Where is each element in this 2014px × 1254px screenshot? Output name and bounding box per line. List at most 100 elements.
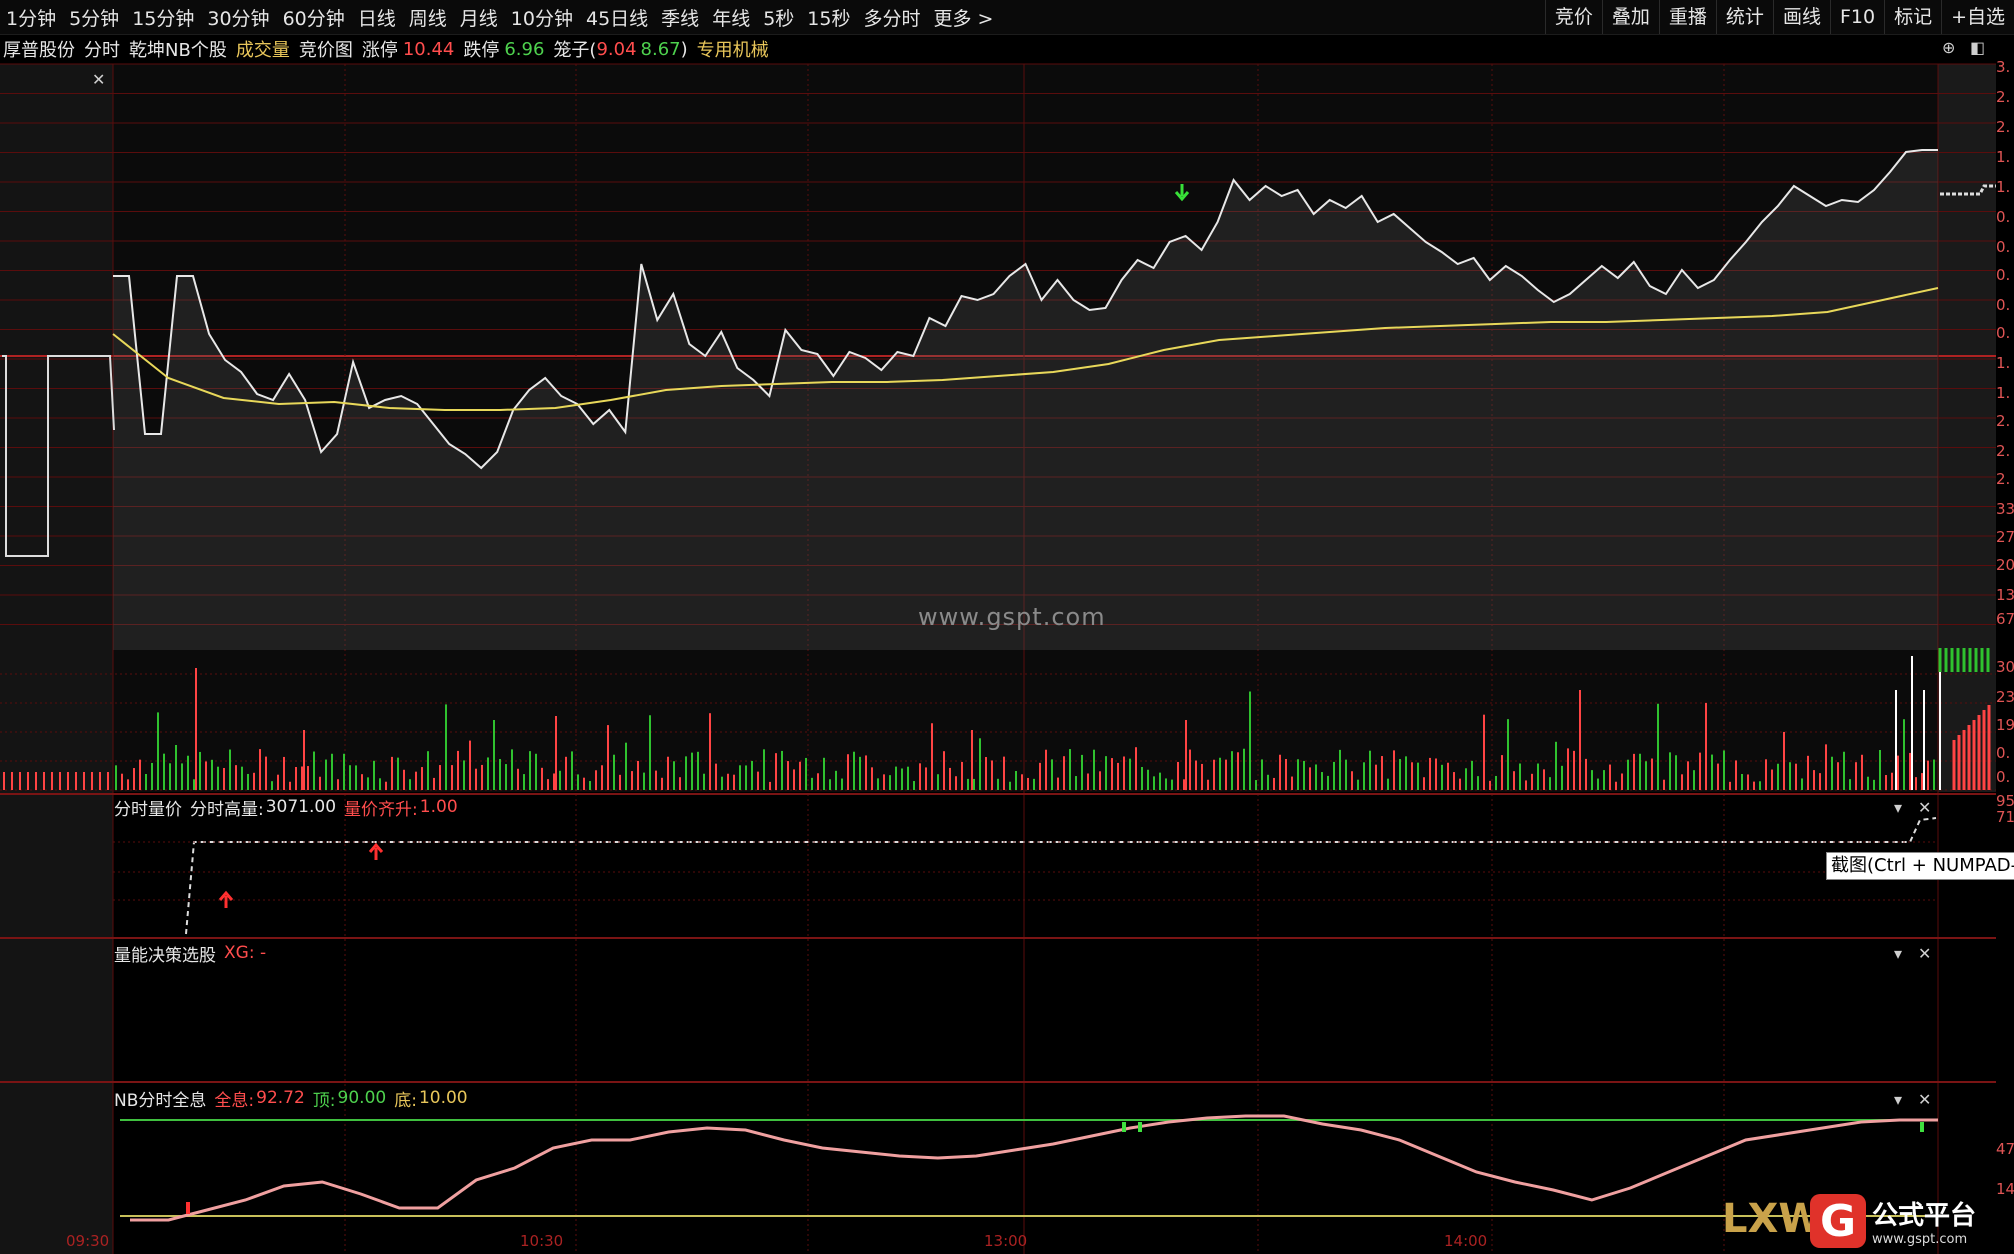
axis-tick-10: 1. bbox=[1996, 354, 2011, 372]
limit-up-label: 涨停 bbox=[361, 40, 398, 61]
axis-tick-28: 14 bbox=[1996, 1180, 2014, 1198]
cage-label: 笼子( bbox=[553, 40, 597, 61]
axis-tick-2: 2. bbox=[1996, 118, 2011, 136]
period-tab-13[interactable]: 15秒 bbox=[807, 7, 851, 30]
panel3-bottom-value: 10.00 bbox=[418, 1088, 468, 1108]
axis-tick-6: 0. bbox=[1996, 238, 2011, 256]
panel1-close-icon[interactable]: ✕ bbox=[1918, 798, 1932, 817]
volume-price-dashed-line bbox=[185, 817, 1937, 935]
cage-high: 8.67 bbox=[640, 38, 681, 60]
axis-tick-20: 30 bbox=[1996, 658, 2014, 676]
period-tab-11[interactable]: 年线 bbox=[712, 7, 751, 30]
axis-tick-21: 23 bbox=[1996, 688, 2014, 706]
panel3-full-value: 92.72 bbox=[256, 1088, 305, 1108]
period-tab-9[interactable]: 45日线 bbox=[585, 7, 649, 30]
panel2-dropdown-icon[interactable]: ▾ bbox=[1894, 944, 1903, 963]
axis-tick-23: 0. bbox=[1996, 744, 2011, 762]
axis-tick-1: 2. bbox=[1996, 88, 2011, 106]
stock-name[interactable]: 厚普股份 bbox=[3, 40, 75, 61]
gspt-logo-icon: G bbox=[1810, 1194, 1866, 1248]
axis-tick-9: 0. bbox=[1996, 324, 2011, 342]
period-tab-14[interactable]: 多分时 bbox=[863, 7, 921, 30]
tool-button-3[interactable]: 统计 bbox=[1715, 0, 1773, 34]
tool-button-4[interactable]: 画线 bbox=[1772, 0, 1830, 34]
stock-info-bar: 厚普股份 分时 乾坤NB个股 成交量 竞价图 涨停 10.44 跌停 6.96 … bbox=[0, 34, 2014, 64]
axis-tick-18: 13 bbox=[1996, 586, 2014, 604]
right-strip-bg bbox=[1938, 64, 1996, 792]
layout-icon[interactable]: ◧ bbox=[1970, 38, 1986, 57]
tab-timeshare[interactable]: 分时 bbox=[84, 40, 120, 61]
limit-down-label: 跌停 bbox=[463, 40, 500, 61]
period-tab-1[interactable]: 5分钟 bbox=[69, 7, 120, 30]
sector-name[interactable]: 专用机械 bbox=[696, 40, 769, 61]
x-time-1400: 14:00 bbox=[1444, 1232, 1488, 1250]
period-tab-6[interactable]: 周线 bbox=[408, 7, 447, 30]
up-arrow-icon bbox=[218, 890, 234, 908]
tab-volume[interactable]: 成交量 bbox=[235, 40, 290, 61]
tool-button-0[interactable]: 竞价 bbox=[1544, 0, 1602, 34]
zoom-icon[interactable]: ⊕ bbox=[1942, 38, 1956, 57]
period-tab-15[interactable]: 更多 > bbox=[933, 7, 994, 30]
period-tab-2[interactable]: 15分钟 bbox=[132, 7, 195, 30]
panel-volume-price-label: 分时量价 分时高量: 3071.00 量价齐升: 1.00 bbox=[114, 794, 466, 820]
tab-auction[interactable]: 竞价图 bbox=[298, 40, 353, 61]
price-line bbox=[113, 149, 1938, 470]
screenshot-tooltip: 截图(Ctrl + NUMPAD-) bbox=[1826, 852, 2014, 880]
axis-tick-4: 1. bbox=[1996, 178, 2011, 196]
axis-tick-26: 71 bbox=[1996, 808, 2014, 826]
axis-tick-7: 0. bbox=[1996, 266, 2011, 284]
axis-tick-19: 67 bbox=[1996, 610, 2014, 628]
period-tab-3[interactable]: 30分钟 bbox=[207, 7, 270, 30]
panel3-title: NB分时全息 bbox=[114, 1090, 207, 1111]
axis-tick-22: 19 bbox=[1996, 716, 2014, 734]
panel2-close-icon[interactable]: ✕ bbox=[1918, 944, 1932, 963]
left-strip-bg bbox=[0, 64, 113, 1254]
period-tab-0[interactable]: 1分钟 bbox=[6, 7, 57, 30]
period-tab-4[interactable]: 60分钟 bbox=[282, 7, 345, 30]
axis-tick-11: 1. bbox=[1996, 384, 2011, 402]
axis-tick-24: 0. bbox=[1996, 768, 2011, 786]
nb-line bbox=[130, 1114, 1938, 1222]
tool-button-5[interactable]: F10 bbox=[1829, 0, 1884, 34]
panel3-top-value: 90.00 bbox=[337, 1088, 387, 1108]
tab-qiankun[interactable]: 乾坤NB个股 bbox=[129, 40, 227, 61]
up-arrow-icon bbox=[368, 842, 384, 860]
x-time-0930: 09:30 bbox=[66, 1232, 110, 1250]
x-time-1300: 13:00 bbox=[984, 1232, 1028, 1250]
limit-down-value: 6.96 bbox=[504, 38, 545, 60]
left-panel-close-icon[interactable]: ✕ bbox=[92, 70, 106, 89]
nb-signal-marker bbox=[1138, 1122, 1142, 1132]
panel-volume-decision-label: 量能决策选股 XG: - bbox=[114, 940, 274, 966]
panel2-title: 量能决策选股 bbox=[114, 945, 216, 966]
panel3-bottom-label: 底: bbox=[394, 1090, 417, 1111]
tool-buttons: 竞价 叠加 重播 统计 画线 F10 标记 +自选 bbox=[1544, 0, 2014, 34]
panel3-close-icon[interactable]: ✕ bbox=[1918, 1090, 1932, 1109]
panel3-top-label: 顶: bbox=[312, 1090, 336, 1111]
panel3-full-label: 全息: bbox=[214, 1090, 255, 1111]
period-tab-8[interactable]: 10分钟 bbox=[510, 7, 573, 30]
panel3-dropdown-icon[interactable]: ▾ bbox=[1894, 1090, 1903, 1109]
end-marker bbox=[1940, 184, 1996, 196]
gspt-logo-name: 公式平台 bbox=[1872, 1201, 1977, 1231]
tool-button-2[interactable]: 重播 bbox=[1658, 0, 1716, 34]
axis-tick-3: 1. bbox=[1996, 148, 2011, 166]
tool-button-1[interactable]: 叠加 bbox=[1601, 0, 1659, 34]
nb-signal-marker bbox=[186, 1202, 190, 1214]
panel1-high-value: 3071.00 bbox=[265, 797, 337, 817]
axis-tick-17: 20 bbox=[1996, 556, 2014, 574]
price-area bbox=[113, 150, 1938, 650]
period-tab-7[interactable]: 月线 bbox=[459, 7, 498, 30]
period-tab-10[interactable]: 季线 bbox=[661, 7, 700, 30]
panel1-dropdown-icon[interactable]: ▾ bbox=[1894, 798, 1903, 817]
period-tab-12[interactable]: 5秒 bbox=[763, 7, 795, 30]
panel1-high-label: 分时高量: bbox=[190, 799, 264, 820]
period-tab-5[interactable]: 日线 bbox=[357, 7, 396, 30]
tool-button-6[interactable]: 标记 bbox=[1884, 0, 1941, 34]
axis-tick-12: 2. bbox=[1996, 412, 2011, 430]
axis-tick-25: 95 bbox=[1996, 792, 2014, 810]
axis-tick-0: 3. bbox=[1996, 58, 2011, 76]
avg-line bbox=[112, 287, 1939, 411]
x-time-1030: 10:30 bbox=[520, 1232, 564, 1250]
tool-button-7[interactable]: +自选 bbox=[1941, 0, 2014, 34]
